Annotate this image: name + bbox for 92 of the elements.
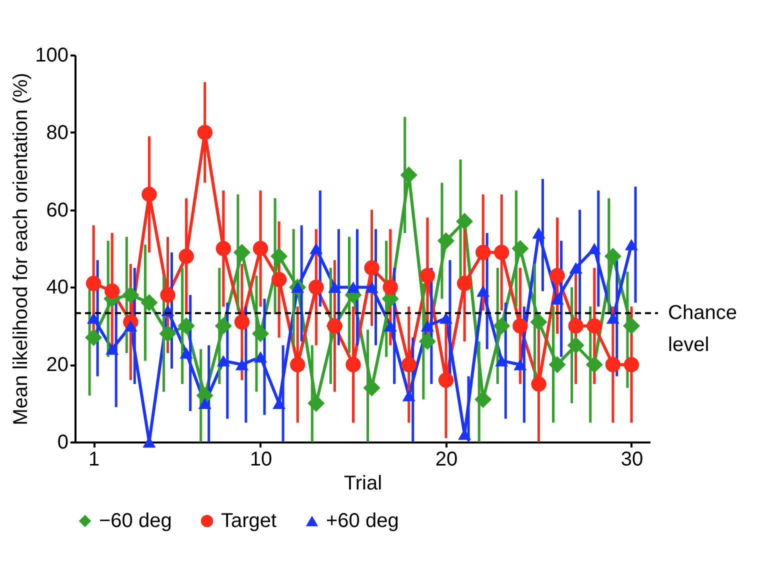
legend-label: −60 deg: [99, 510, 172, 532]
point: [104, 284, 120, 299]
point: [622, 317, 640, 334]
point: [142, 186, 157, 202]
x-tick-label: 30: [620, 448, 644, 470]
point: [346, 357, 361, 372]
point: [550, 268, 565, 284]
point: [384, 320, 397, 332]
point: [624, 357, 640, 372]
point: [438, 372, 454, 388]
point: [382, 280, 398, 295]
point: [235, 358, 248, 370]
point: [124, 320, 138, 332]
point: [198, 398, 212, 409]
point: [86, 276, 102, 291]
point: [401, 357, 416, 372]
point: [252, 325, 269, 342]
point: [365, 282, 378, 293]
point: [494, 244, 510, 260]
y-tick-label: 80: [46, 122, 68, 144]
point: [439, 312, 452, 324]
point: [531, 376, 546, 392]
point: [532, 227, 546, 239]
point: [456, 276, 472, 291]
y-tick-label: 60: [46, 199, 68, 222]
legend-label: Target: [221, 510, 278, 532]
y-tick-label: 0: [57, 432, 68, 454]
point: [310, 242, 323, 254]
point: [180, 347, 193, 359]
point: [569, 262, 582, 274]
point: [548, 356, 566, 374]
point: [216, 355, 230, 366]
point: [363, 379, 380, 396]
x-tick-label: 20: [435, 448, 458, 470]
point: [420, 320, 434, 332]
point: [606, 312, 620, 324]
point: [346, 282, 360, 293]
point: [568, 318, 584, 334]
point: [140, 294, 158, 312]
point: [493, 317, 510, 334]
x-tick-label: 10: [250, 448, 272, 470]
point: [178, 248, 194, 264]
point: [159, 325, 176, 342]
point: [567, 336, 584, 354]
legend-label: +60 deg: [326, 510, 399, 532]
point: [85, 328, 102, 346]
point: [604, 248, 622, 265]
point: [456, 212, 474, 230]
point: [402, 390, 416, 402]
y-tick-label: 40: [46, 276, 68, 299]
ref-line-label: Chance level: [668, 302, 737, 356]
x-axis-title: Trial: [344, 472, 382, 494]
point: [514, 358, 527, 370]
point: [495, 355, 508, 366]
point: [106, 343, 119, 355]
point: [214, 317, 232, 334]
point: [437, 232, 454, 250]
point: [308, 394, 325, 412]
point: [400, 166, 418, 184]
x-tick-label: 1: [88, 448, 100, 470]
y-tick-label: 100: [35, 44, 68, 66]
point: [476, 285, 490, 297]
point: [234, 314, 250, 330]
point: [87, 312, 100, 324]
point: [308, 280, 324, 295]
point: [512, 318, 528, 334]
point: [233, 244, 250, 261]
point: [290, 357, 306, 372]
point: [605, 357, 620, 372]
point: [420, 268, 435, 284]
point: [512, 240, 529, 258]
point: [216, 240, 231, 256]
point: [254, 351, 268, 363]
point: [271, 272, 287, 288]
point: [624, 238, 638, 250]
point: [586, 356, 603, 374]
point: [586, 318, 602, 334]
point: [530, 314, 548, 331]
point: [122, 286, 140, 304]
point: [550, 293, 564, 304]
point: [328, 282, 342, 293]
point: [270, 248, 288, 265]
point: [475, 244, 491, 260]
y-axis-title: Mean likelihood for each orientation (%): [10, 72, 32, 426]
point: [197, 124, 212, 140]
point: [588, 242, 601, 254]
point: [160, 287, 176, 303]
point: [418, 332, 436, 350]
y-tick-label: 20: [46, 354, 68, 376]
point: [252, 240, 268, 256]
point: [364, 260, 380, 276]
point: [178, 317, 195, 334]
